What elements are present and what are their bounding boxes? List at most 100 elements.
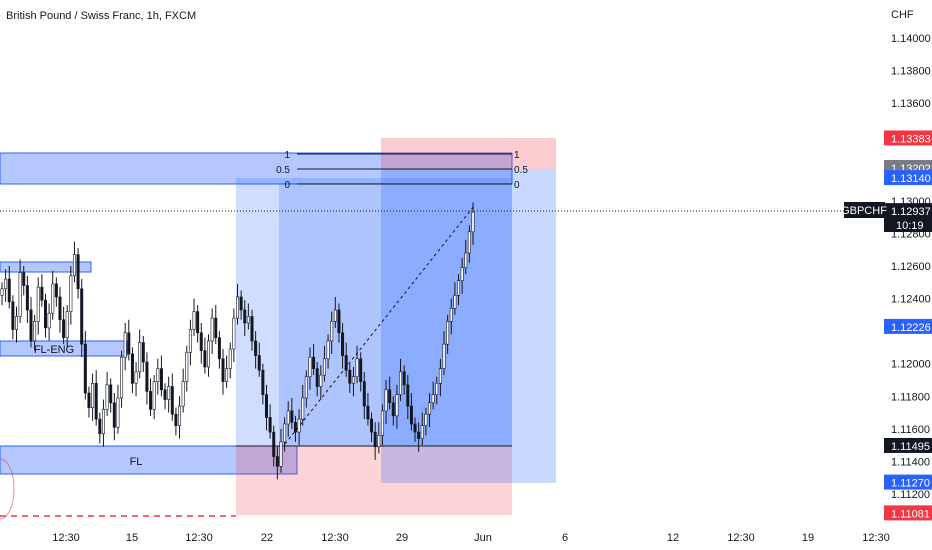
candle-body <box>159 368 163 391</box>
candle-body <box>279 441 283 467</box>
price-tag-label: 1.11495 <box>891 441 930 453</box>
price-tag-label: 1.13383 <box>891 133 931 145</box>
candle-body <box>18 272 22 317</box>
candle-body <box>167 386 171 400</box>
y-tick-label: 1.11400 <box>891 456 930 468</box>
zone-fl[interactable] <box>0 445 298 475</box>
candle-body <box>355 358 359 378</box>
candle-body <box>217 337 221 360</box>
zone-left-small[interactable] <box>0 261 92 273</box>
candle-body <box>377 435 381 448</box>
candle-body <box>250 316 254 342</box>
candle-body <box>254 340 258 356</box>
candle-body <box>442 343 446 369</box>
y-ticks: 1.140001.138001.136001.134001.130001.128… <box>891 33 931 501</box>
red-circle-arc[interactable] <box>0 458 15 520</box>
candle-body <box>196 311 200 334</box>
zones-layer: FL-ENG FL 1 0.5 0 1 0.5 0 <box>0 138 556 520</box>
price-tag-bg <box>884 203 932 219</box>
candle-body <box>232 317 236 350</box>
candle-body <box>207 340 211 368</box>
candle-body <box>424 413 428 426</box>
candle-body <box>464 252 468 268</box>
candle-body <box>174 413 178 426</box>
chart-title: British Pound / Swiss Franc, 1h, FXCM <box>6 10 196 22</box>
candle-body <box>366 405 370 420</box>
candle-body <box>33 321 37 342</box>
candle-body <box>304 376 308 399</box>
candle-body <box>101 409 105 435</box>
candle-body <box>239 296 243 311</box>
candle-body <box>47 312 51 329</box>
candle-body <box>58 296 62 321</box>
candle-body <box>83 343 87 394</box>
candle-body <box>4 278 8 290</box>
candle-body <box>62 319 66 338</box>
candle-body <box>275 456 279 467</box>
candle-body <box>337 309 341 334</box>
candle-body <box>87 392 91 408</box>
candle-body <box>373 431 377 448</box>
candle-body <box>460 267 464 281</box>
candle-body <box>391 402 395 417</box>
candle-body <box>319 374 323 387</box>
y-tick-label: 1.14000 <box>891 33 931 45</box>
candle-body <box>116 397 120 428</box>
candle-body <box>36 286 40 322</box>
candle-body <box>380 410 384 436</box>
candle-body <box>94 382 98 420</box>
fib-right-label-0: 0 <box>514 180 520 191</box>
candle-body <box>145 361 149 392</box>
candle-body <box>420 425 424 439</box>
candle-body <box>293 422 297 433</box>
countdown-bg <box>884 218 932 232</box>
candle-body <box>453 295 457 309</box>
candle-body <box>29 309 33 342</box>
candle-body <box>188 329 192 353</box>
candle-body <box>308 356 312 378</box>
candle-body <box>236 296 240 319</box>
symbol-tag-label: GBPCHF <box>841 205 887 217</box>
candles-layer <box>0 202 475 480</box>
price-tags: 1.133831.132021.131401.129371.122261.114… <box>884 130 932 521</box>
price-tag-label: 1.13140 <box>891 173 931 185</box>
candle-body <box>127 332 131 355</box>
candle-body <box>471 211 475 233</box>
candle-body <box>322 358 326 376</box>
y-tick-label: 1.12600 <box>891 261 931 273</box>
candle-body <box>417 431 421 439</box>
candle-body <box>199 332 203 351</box>
candle-body <box>43 299 47 329</box>
candle-body <box>54 283 58 298</box>
candle-body <box>467 231 471 254</box>
candle-body <box>163 389 167 400</box>
x-tick-label: 12:30 <box>52 532 80 544</box>
position-profit-zone-1[interactable] <box>236 178 512 446</box>
candle-body <box>14 316 18 330</box>
y-axis[interactable]: CHF <box>884 0 932 550</box>
candle-body <box>109 384 113 404</box>
y-tick-label: 1.11600 <box>891 424 930 436</box>
candle-body <box>105 384 109 410</box>
price-tag-label: 1.11270 <box>891 478 930 490</box>
x-tick-label: 22 <box>261 532 273 544</box>
candle-body <box>156 368 160 382</box>
x-tick-label: 12:30 <box>727 532 755 544</box>
fib-right-label-1: 1 <box>514 150 520 161</box>
y-tick-label: 1.11200 <box>891 489 930 501</box>
position-target-zone-3[interactable] <box>381 169 556 483</box>
x-axis[interactable] <box>0 525 932 550</box>
candle-body <box>402 371 406 386</box>
fib-left-label-1: 1 <box>284 150 290 161</box>
y-tick-label: 1.12000 <box>891 359 931 371</box>
candle-body <box>370 418 374 433</box>
candle-body <box>243 309 247 324</box>
x-tick-label: 19 <box>802 532 814 544</box>
x-tick-label: 12:30 <box>185 532 213 544</box>
candle-body <box>112 402 116 428</box>
trend-line-dashed[interactable] <box>284 205 475 445</box>
x-tick-label: 29 <box>396 532 408 544</box>
candle-body <box>120 356 124 399</box>
candle-body <box>446 321 450 345</box>
candle-body <box>359 358 363 382</box>
